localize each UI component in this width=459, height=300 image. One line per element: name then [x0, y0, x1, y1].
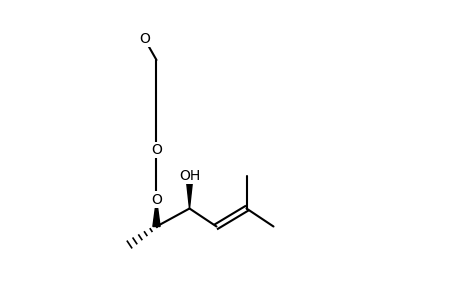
Text: OH: OH [179, 169, 200, 182]
Polygon shape [185, 176, 193, 208]
Text: O: O [139, 32, 150, 46]
Polygon shape [152, 200, 160, 226]
Text: O: O [151, 143, 162, 157]
Text: O: O [151, 193, 162, 206]
